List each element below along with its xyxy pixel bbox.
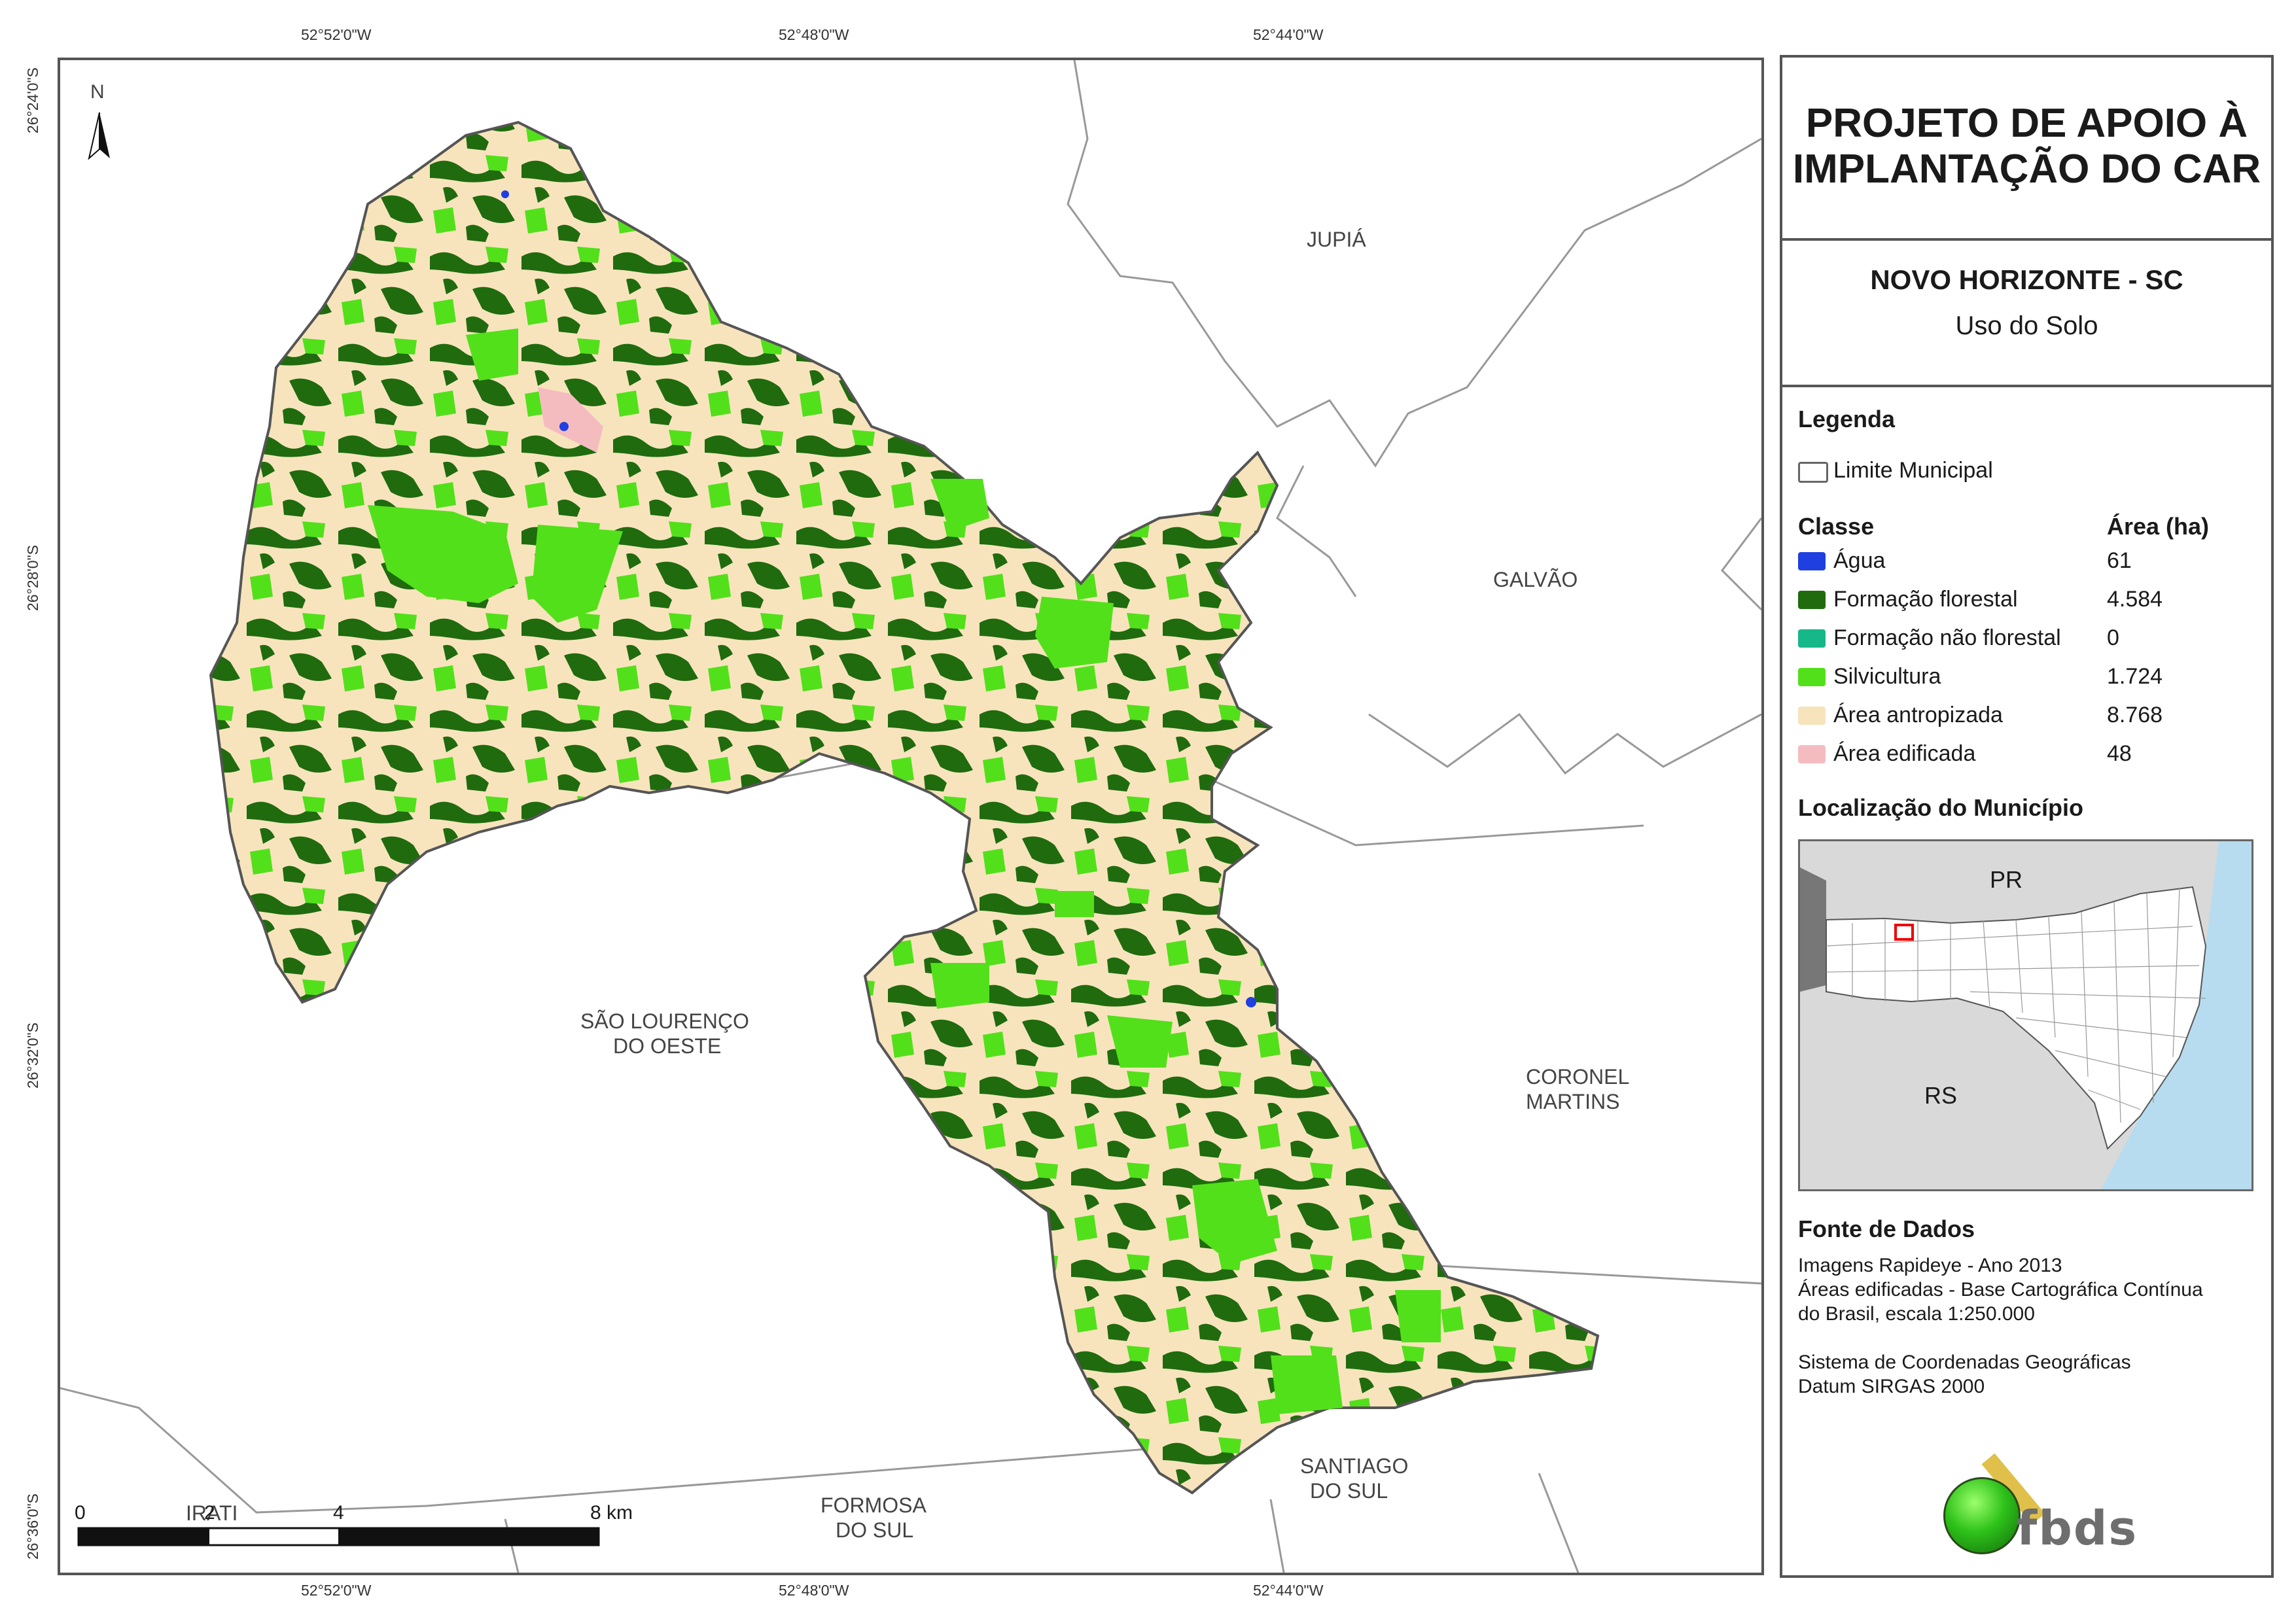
class-heading: Classe <box>1798 513 1875 540</box>
label-galvao: GALVÃO <box>1493 568 1578 591</box>
class-label-silvicultura: Silvicultura <box>1833 664 1941 689</box>
source-text: Imagens Rapideye - Ano 2013 Áreas edific… <box>1798 1253 2203 1399</box>
class-label-agua: Água <box>1833 548 1886 573</box>
coord-left-2: 26°28'0"S <box>24 544 42 612</box>
north-label: N <box>90 81 105 103</box>
legend-panel: PROJETO DE APOIO À IMPLANTAÇÃO DO CAR NO… <box>1780 55 2274 1578</box>
novo-horizonte-boundary <box>209 120 1600 1495</box>
source-heading: Fonte de Dados <box>1798 1215 1975 1242</box>
logo-text: fbds <box>2017 1501 2138 1556</box>
source-line-6: Datum SIRGAS 2000 <box>1798 1376 1985 1397</box>
label-santiago-1: SANTIAGO <box>1300 1454 1409 1478</box>
silvicultura-patches <box>368 328 1441 1414</box>
swatch-formacao-florestal <box>1798 591 1826 609</box>
label-sao-lourenco-1: SÃO LOURENÇO <box>580 1009 749 1033</box>
label-coronel-1: CORONEL <box>1526 1065 1630 1089</box>
municipality-section: NOVO HORIZONTE - SC Uso do Solo <box>1782 241 2271 387</box>
coord-bottom-1: 52°52'0"W <box>301 1582 372 1599</box>
project-title-line-2: IMPLANTAÇÃO DO CAR <box>1792 147 2261 192</box>
coord-left-1: 26°24'0"S <box>24 67 42 134</box>
class-area-silvicultura: 1.724 <box>2107 664 2163 689</box>
coord-left-3: 26°32'0"S <box>24 1022 42 1089</box>
coord-top-3: 52°44'0"W <box>1253 26 1324 43</box>
label-irati: IRATI <box>186 1501 238 1525</box>
land-use-map <box>60 60 1761 1573</box>
class-label-area-antropizada: Área antropizada <box>1833 703 2003 727</box>
class-label-formacao-florestal: Formação florestal <box>1833 587 2018 612</box>
swatch-agua <box>1798 552 1826 570</box>
scale-label-8: 8 km <box>590 1502 633 1524</box>
coord-top-1: 52°52'0"W <box>301 26 372 43</box>
inset-map-svg <box>1800 841 2252 1189</box>
source-line-1: Imagens Rapideye - Ano 2013 <box>1798 1255 2062 1276</box>
area-heading: Área (ha) <box>2107 513 2210 540</box>
source-line-4 <box>1798 1326 2203 1350</box>
legend-heading: Legenda <box>1798 406 1896 432</box>
source-line-3: do Brasil, escala 1:250.000 <box>1798 1303 2035 1325</box>
location-heading: Localização do Município <box>1798 794 2084 821</box>
scale-label-2: 2 <box>204 1502 215 1524</box>
inset-label-rs: RS <box>1924 1082 1958 1109</box>
project-title: PROJETO DE APOIO À IMPLANTAÇÃO DO CAR <box>1782 101 2271 192</box>
label-jupia: JUPIÁ <box>1307 228 1366 251</box>
logo-sphere-icon <box>1943 1477 2021 1554</box>
inset-map: PR RS <box>1798 839 2253 1191</box>
label-formosa-1: FORMOSA <box>821 1493 927 1517</box>
class-area-area-antropizada: 8.768 <box>2107 703 2163 727</box>
swatch-silvicultura <box>1798 668 1826 686</box>
class-label-formacao-nao-florestal: Formação não florestal <box>1833 625 2061 650</box>
fbds-logo: fbds <box>1926 1438 2175 1556</box>
map-subtitle: Uso do Solo <box>1955 311 2098 340</box>
title-section: PROJETO DE APOIO À IMPLANTAÇÃO DO CAR <box>1782 58 2271 241</box>
coord-top-2: 52°48'0"W <box>779 26 849 43</box>
inset-label-pr: PR <box>1990 866 2023 893</box>
source-line-5: Sistema de Coordenadas Geográficas <box>1798 1352 2131 1373</box>
scale-label-4: 4 <box>333 1502 344 1524</box>
coord-left-4: 26°36'0"S <box>24 1493 42 1560</box>
project-title-line-1: PROJETO DE APOIO À <box>1805 101 2248 146</box>
class-area-formacao-nao-florestal: 0 <box>2107 625 2119 650</box>
coord-bottom-3: 52°44'0"W <box>1253 1582 1324 1599</box>
label-coronel-2: MARTINS <box>1526 1090 1620 1113</box>
scale-bar <box>77 1527 600 1546</box>
coord-bottom-2: 52°48'0"W <box>779 1582 849 1599</box>
label-sao-lourenco-2: DO OESTE <box>613 1034 722 1058</box>
swatch-area-antropizada <box>1798 707 1826 725</box>
boundary-label: Limite Municipal <box>1833 458 1993 483</box>
boundary-swatch <box>1798 462 1828 483</box>
swatch-area-edificada <box>1798 745 1826 763</box>
source-line-2: Áreas edificadas - Base Cartográfica Con… <box>1798 1279 2203 1300</box>
edificada-patch <box>538 387 603 453</box>
class-label-area-edificada: Área edificada <box>1833 741 1976 766</box>
map-frame[interactable]: N JUPIÁ GALVÃO SÃO LOURENÇO DO OESTE COR… <box>58 58 1764 1575</box>
inset-muni-grid <box>1826 888 2206 1123</box>
inset-location-marker <box>1894 924 1914 941</box>
class-area-agua: 61 <box>2107 548 2132 573</box>
swatch-formacao-nao-florestal <box>1798 629 1826 648</box>
scale-label-0: 0 <box>75 1502 86 1524</box>
municipality-title: NOVO HORIZONTE - SC <box>1870 264 2183 295</box>
label-santiago-2: DO SUL <box>1310 1479 1388 1503</box>
class-area-area-edificada: 48 <box>2107 741 2132 766</box>
north-arrow <box>88 112 110 160</box>
label-formosa-2: DO SUL <box>836 1518 914 1542</box>
class-area-formacao-florestal: 4.584 <box>2107 587 2163 612</box>
agua-patches <box>501 190 1256 1007</box>
